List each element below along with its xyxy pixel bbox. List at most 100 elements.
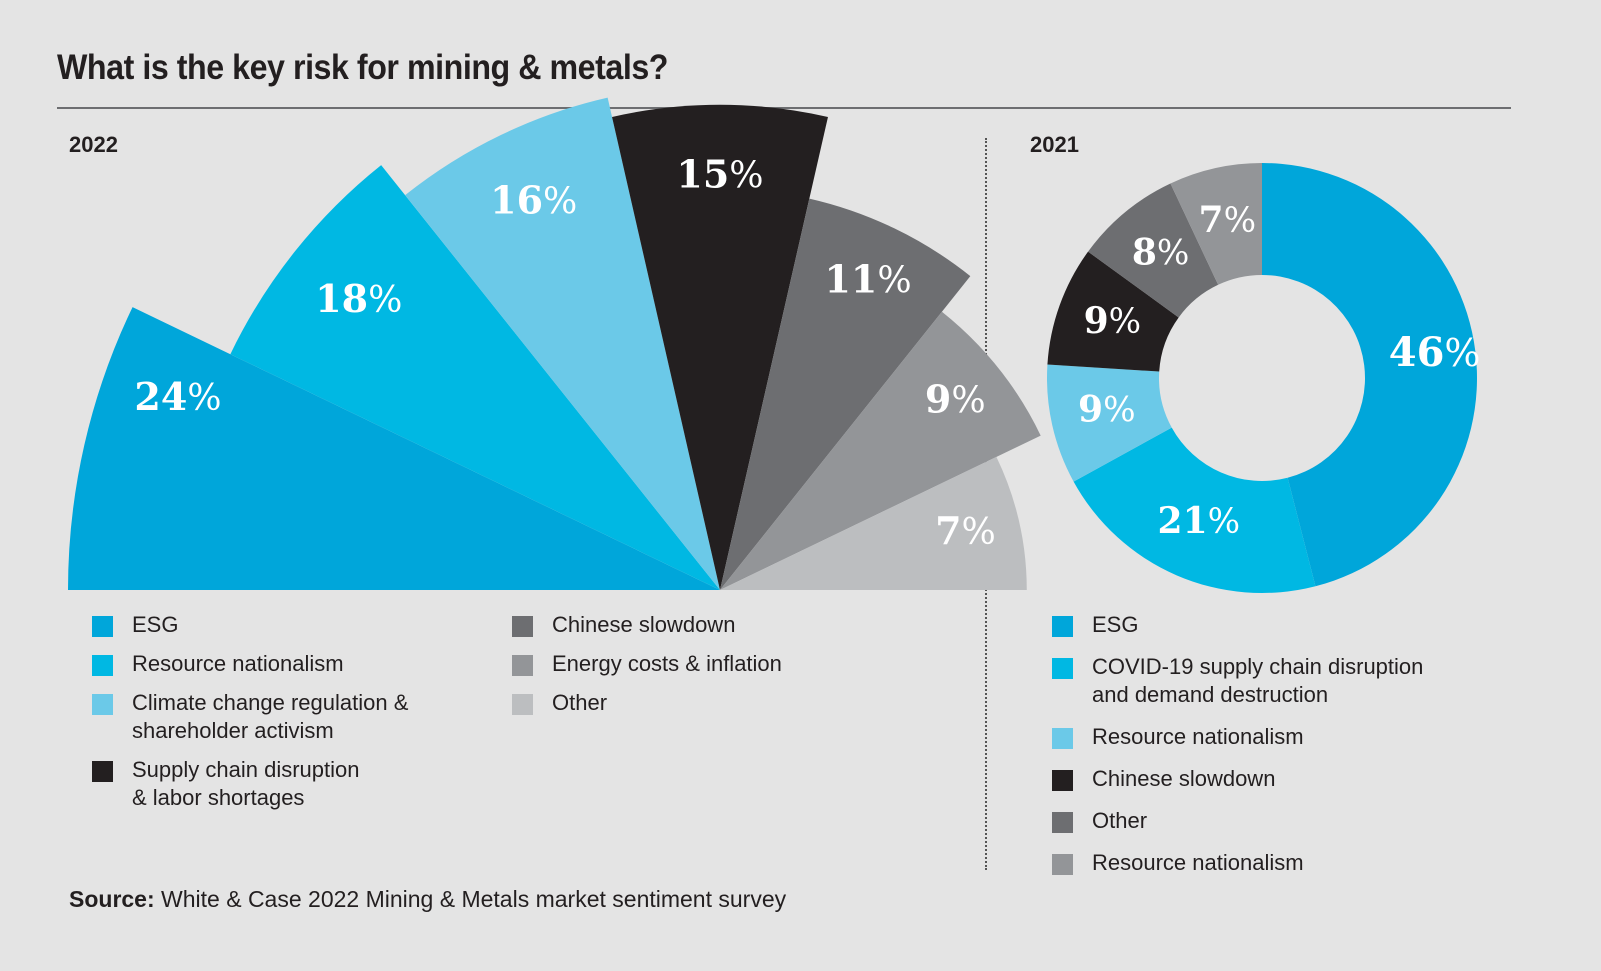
polar-data-label-unit: % (729, 154, 763, 196)
polar-data-label: 11% (824, 256, 911, 301)
donut-data-label-value: 46 (1389, 329, 1445, 376)
polar-data-label: 7% (935, 507, 996, 552)
donut-data-label-unit: % (1444, 331, 1480, 375)
legend-item: Chinese slowdown (1052, 765, 1423, 793)
polar-data-label-unit: % (543, 180, 577, 222)
donut-slice (1170, 163, 1262, 285)
donut-chart-2021: 46%21%9%9%8%7% (1047, 163, 1481, 593)
donut-data-label-value: 8 (1132, 231, 1157, 273)
polar-data-label: 9% (925, 376, 986, 421)
legend-label: Climate change regulation & (132, 690, 409, 715)
polar-data-label-unit: % (368, 278, 402, 320)
legend-label: Supply chain disruption (132, 757, 360, 782)
legend-label: Energy costs & inflation (552, 651, 782, 676)
year-label-2022: 2022 (69, 132, 118, 157)
legend-swatch (92, 655, 113, 676)
donut-data-label-unit: % (1103, 391, 1136, 431)
donut-data-label-unit: % (1109, 302, 1142, 342)
polar-data-label-value: 11 (824, 256, 877, 301)
legend-swatch (1052, 658, 1073, 679)
legend-2022-right: Chinese slowdown Energy costs & inflation… (512, 611, 782, 728)
donut-slice (1047, 364, 1172, 482)
legend-item: Other (1052, 807, 1423, 835)
legend-item: ESG (1052, 611, 1423, 639)
polar-chart-2022: 24%18%16%15%11%9%7% (68, 97, 1041, 591)
polar-data-label: 16% (490, 177, 577, 222)
legend-label: Chinese slowdown (1092, 766, 1276, 791)
donut-data-label: 9% (1084, 300, 1142, 342)
legend-item: Climate change regulation & shareholder a… (92, 689, 408, 745)
donut-slice (1262, 163, 1478, 587)
legend-label: Other (1092, 808, 1148, 833)
legend-swatch (1052, 770, 1073, 791)
donut-data-label-value: 21 (1158, 500, 1208, 542)
polar-data-label-unit: % (962, 510, 996, 552)
donut-data-label: 7% (1199, 199, 1257, 241)
polar-slice (612, 104, 828, 590)
polar-data-label-unit: % (187, 377, 221, 419)
polar-slice (720, 198, 971, 590)
donut-slice (1047, 251, 1179, 372)
polar-data-label-value: 16 (490, 177, 543, 222)
legend-label: and demand destruction (1092, 682, 1329, 707)
legend-item: COVID-19 supply chain disruption and dema… (1052, 653, 1423, 709)
legend-label: COVID-19 supply chain disruption (1092, 654, 1424, 679)
polar-slice (720, 311, 1041, 590)
legend-swatch (1052, 854, 1073, 875)
donut-data-label: 9% (1078, 389, 1136, 431)
polar-data-label-value: 15 (676, 151, 729, 196)
legend-label: & labor shortages (132, 785, 305, 810)
polar-data-label-unit: % (951, 379, 985, 421)
polar-data-label-value: 24 (134, 374, 187, 419)
donut-data-label-unit: % (1224, 201, 1257, 241)
polar-data-label-unit: % (877, 259, 911, 301)
source-text: White & Case 2022 Mining & Metals market… (161, 886, 787, 912)
polar-slice (68, 307, 720, 590)
legend-swatch (92, 616, 113, 637)
legend-swatch (1052, 616, 1073, 637)
legend-item: Resource nationalism (92, 650, 408, 678)
legend-swatch (512, 616, 533, 637)
legend-item: ESG (92, 611, 408, 639)
donut-data-label: 21% (1158, 500, 1241, 542)
polar-slice (720, 456, 1027, 590)
polar-data-label-value: 7 (935, 507, 961, 552)
legend-label: Chinese slowdown (552, 612, 736, 637)
year-label-2021: 2021 (1030, 132, 1079, 157)
legend-item: Chinese slowdown (512, 611, 782, 639)
legend-swatch (92, 761, 113, 782)
legend-label: Resource nationalism (1092, 724, 1304, 749)
polar-data-label-value: 18 (315, 275, 368, 320)
legend-label: Resource nationalism (1092, 850, 1304, 875)
legend-item: Supply chain disruption & labor shortages (92, 756, 408, 812)
donut-data-label-value: 9 (1084, 300, 1109, 342)
polar-data-label: 18% (315, 275, 402, 320)
chart-title: What is the key risk for mining & metals… (57, 48, 668, 87)
donut-data-label-unit: % (1208, 502, 1241, 542)
legend-item: Resource nationalism (1052, 849, 1423, 877)
legend-item: Resource nationalism (1052, 723, 1423, 751)
polar-slice (230, 165, 720, 591)
donut-data-label-unit: % (1157, 233, 1190, 273)
donut-slice (1073, 427, 1316, 593)
legend-label: shareholder activism (132, 718, 334, 743)
donut-data-label: 46% (1389, 329, 1481, 376)
donut-slice (1088, 183, 1219, 318)
polar-data-label-value: 9 (925, 376, 951, 421)
legend-swatch (1052, 812, 1073, 833)
donut-data-label: 8% (1132, 231, 1190, 273)
legend-swatch (512, 694, 533, 715)
legend-swatch (92, 694, 113, 715)
donut-data-label-value: 9 (1078, 389, 1103, 431)
legend-2022-left: ESG Resource nationalism Climate change re… (92, 611, 408, 823)
legend-swatch (512, 655, 533, 676)
legend-swatch (1052, 728, 1073, 749)
polar-data-label: 24% (134, 374, 221, 419)
legend-2021: ESG COVID-19 supply chain disruption and d… (1052, 611, 1423, 891)
legend-label: Other (552, 690, 608, 715)
title-rule (57, 107, 1511, 109)
legend-label: ESG (132, 612, 179, 637)
polar-data-label: 15% (676, 151, 763, 196)
source-label: Source: (69, 886, 155, 912)
